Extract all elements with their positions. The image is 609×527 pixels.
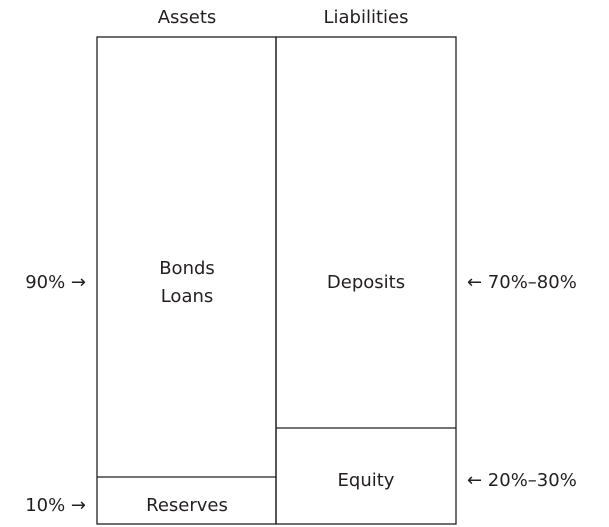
column-header: Liabilities bbox=[324, 7, 409, 28]
block-label: Reserves bbox=[146, 495, 228, 516]
liabilities-box bbox=[275, 36, 457, 525]
annotation: 90% → bbox=[25, 272, 86, 293]
annotation: ← 20%–30% bbox=[467, 470, 577, 491]
block-label: Equity bbox=[338, 470, 395, 491]
block-label: Bonds bbox=[159, 258, 215, 279]
annotation: 10% → bbox=[25, 495, 86, 516]
block-label: Deposits bbox=[327, 272, 405, 293]
column-header: Assets bbox=[158, 7, 217, 28]
assets-box bbox=[96, 36, 277, 525]
block-label: Loans bbox=[161, 286, 214, 307]
annotation: ← 70%–80% bbox=[467, 272, 577, 293]
